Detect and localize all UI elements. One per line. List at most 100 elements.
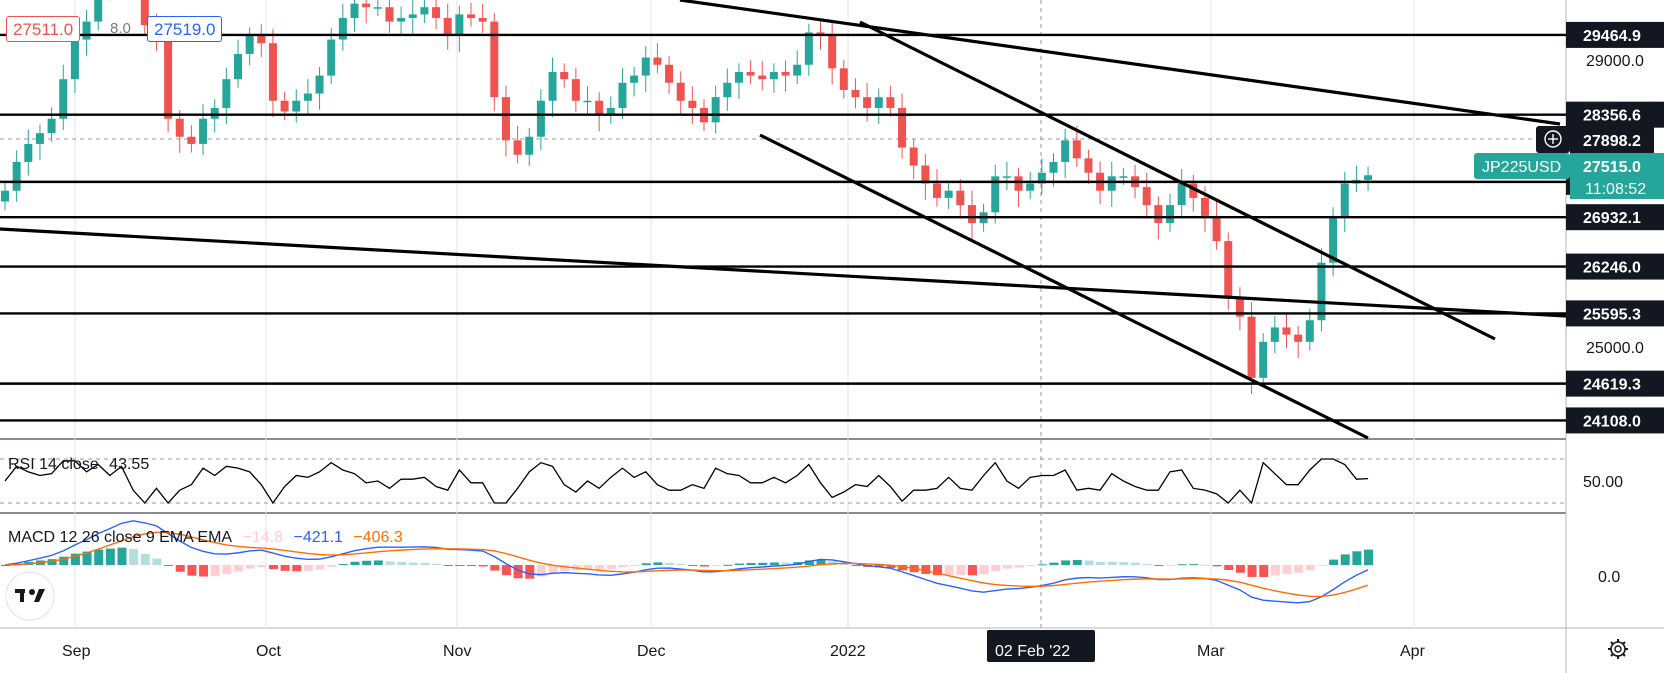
rsi-legend[interactable]: RSI 14 close 43.55 (8, 456, 155, 474)
settings-gear-icon[interactable] (1608, 639, 1628, 659)
candle-body (734, 71, 743, 83)
macd-histogram-bar (723, 564, 733, 566)
candle-body (1212, 215, 1221, 242)
price-axis-label: 25000.0 (1586, 340, 1644, 357)
macd-histogram-bar (1096, 561, 1106, 565)
macd-histogram-bar (560, 565, 570, 571)
macd-histogram-bar (816, 559, 826, 565)
candle-body (711, 97, 720, 123)
macd-zero-label: 0.0 (1598, 569, 1620, 586)
candle-body (874, 97, 883, 108)
macd-histogram-bar (1049, 562, 1059, 565)
candle-body (746, 71, 755, 76)
macd-histogram-bar (1212, 565, 1222, 567)
trend-lines (0, 0, 1567, 440)
upper-resistance-line (679, 0, 1561, 126)
channel-upper-line (859, 20, 1496, 341)
macd-histogram-bar (1037, 564, 1047, 566)
candle-body (967, 205, 976, 224)
candle-body (443, 17, 452, 36)
level-price-label: 28356.6 (1583, 108, 1641, 125)
candle-body (490, 21, 499, 98)
time-label-sep: Sep (62, 643, 91, 660)
candle-body (408, 14, 417, 18)
macd-histogram-bar (967, 565, 977, 576)
level-price-badge (1566, 370, 1664, 397)
macd-histogram-bar (1247, 565, 1257, 577)
macd-histogram-bar (1282, 565, 1292, 575)
candle-body (350, 3, 359, 18)
candle-body (455, 14, 464, 36)
candle-body (641, 57, 650, 76)
macd-histogram-bar (1317, 565, 1327, 566)
tradingview-logo[interactable] (5, 571, 55, 621)
macd-histogram-bar (1224, 565, 1234, 571)
macd-histogram-bar (583, 565, 593, 570)
macd-histogram-bar (70, 553, 80, 565)
macd-line-value: −421.1 (293, 529, 343, 546)
candle-body (187, 136, 196, 144)
candle-body (467, 14, 475, 18)
rsi-value: 43.55 (109, 456, 150, 473)
macd-histogram-bar (117, 547, 127, 565)
macd-histogram-bar (979, 565, 989, 575)
macd-histogram-bar (1026, 565, 1036, 567)
ask-price-badge[interactable]: 27519.0 (147, 16, 223, 42)
macd-histogram-bar (781, 562, 791, 565)
macd-histogram-bar (105, 548, 115, 565)
macd-histogram-bar (478, 565, 488, 567)
candle-body (59, 79, 68, 119)
macd-histogram-bar (921, 565, 931, 574)
macd-histogram-bar (769, 562, 779, 565)
macd-histogram-bar (653, 562, 663, 565)
candle-body (373, 7, 382, 9)
candle-body (47, 118, 56, 134)
macd-histogram-bar (385, 561, 395, 565)
macd-histogram-bar (665, 562, 675, 565)
macd-histogram-bar (338, 564, 348, 566)
candle-body (769, 71, 778, 80)
candle-body (1084, 158, 1093, 173)
candle-body (234, 53, 242, 80)
candle-body (94, 0, 103, 22)
macd-histogram-bar (222, 565, 232, 575)
macd-histogram-bar (362, 560, 372, 565)
macd-legend[interactable]: MACD 12 26 close 9 EMA EMA −14.8 −421.1 … (8, 529, 409, 547)
macd-histogram-bar (1200, 564, 1210, 566)
macd-histogram-bar (525, 565, 535, 579)
candle-body (1364, 175, 1373, 180)
macd-histogram-bar (1259, 565, 1269, 577)
macd-histogram-bar (746, 562, 756, 565)
candle-body (70, 39, 79, 80)
candle-body (1107, 176, 1116, 191)
time-label-mar: Mar (1197, 643, 1225, 660)
candle-body (268, 43, 277, 101)
candle-body (338, 17, 347, 40)
candle-body (1282, 327, 1291, 335)
candle-body (362, 3, 371, 8)
macd-histogram-bar (630, 565, 640, 566)
macd-histogram (1, 547, 1374, 579)
level-price-label: 24108.0 (1583, 413, 1641, 430)
macd-histogram-bar (513, 565, 523, 579)
candle-body (1235, 298, 1244, 317)
macd-histogram-bar (1061, 560, 1071, 565)
candle-body (513, 140, 522, 155)
time-axis[interactable]: Sep Oct Nov Dec 2022 Mar Apr 02 Feb '22 (62, 630, 1426, 662)
bid-price-badge[interactable]: 27511.0 (6, 16, 81, 42)
macd-title: MACD 12 26 close 9 EMA EMA (8, 529, 233, 546)
long-trend-line (0, 227, 1567, 318)
candle-body (280, 100, 289, 112)
candle-body (175, 118, 184, 137)
macd-histogram-bar (758, 562, 768, 565)
macd-histogram-bar (1014, 565, 1024, 568)
candle-body (1270, 327, 1279, 342)
candle-body (909, 147, 918, 166)
macd-histogram-bar (1270, 565, 1280, 576)
candle-body (933, 183, 941, 198)
macd-histogram-bar (432, 563, 442, 565)
price-axis[interactable]: 29000.0 25000.0 50.00 0.0 (1583, 53, 1644, 586)
candle-body (583, 100, 592, 103)
time-label-nov: Nov (443, 643, 471, 660)
